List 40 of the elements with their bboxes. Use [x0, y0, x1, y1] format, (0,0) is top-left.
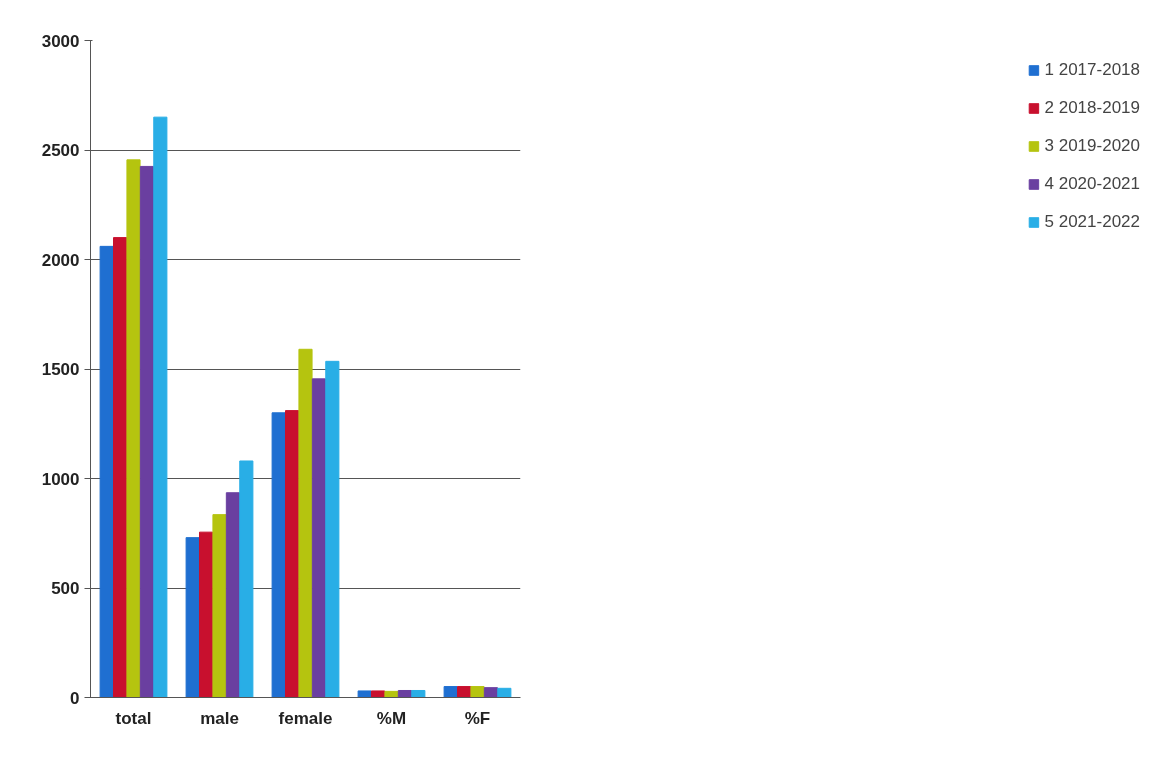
y-tick-label: 3000 [41, 31, 80, 51]
x-tick-label: female [278, 708, 333, 728]
x-tick-label: male [200, 708, 239, 728]
legend-label: 4 2020-2021 [1044, 174, 1140, 194]
legend-label: 1 2017-2018 [1044, 60, 1140, 80]
bar [113, 237, 128, 698]
bar [139, 165, 154, 698]
bar [271, 412, 286, 698]
x-tick-label: %F [464, 708, 491, 728]
y-tick-label: 1000 [41, 469, 80, 489]
bar [199, 531, 214, 698]
bar [470, 686, 485, 698]
bar [153, 116, 168, 698]
bar [212, 514, 227, 698]
x-tick-label: total [115, 708, 152, 728]
legend-label: 2 2018-2019 [1044, 98, 1140, 118]
bar [497, 687, 512, 698]
legend-label: 5 2021-2022 [1044, 212, 1140, 232]
x-tick-label: %M [376, 708, 407, 728]
bar [185, 537, 200, 698]
bar [371, 690, 386, 698]
bar [126, 159, 141, 698]
bar [285, 410, 300, 698]
y-tick-label: 0 [70, 688, 80, 708]
y-tick-label: 1500 [41, 360, 80, 379]
y-tick-label: 2500 [41, 141, 80, 160]
bar [483, 687, 498, 698]
bar [411, 689, 426, 698]
bar [99, 245, 114, 698]
bar [239, 460, 254, 698]
bar [384, 690, 399, 698]
y-tick-label: 500 [51, 579, 80, 598]
bar [325, 360, 340, 698]
bar [225, 492, 240, 698]
bar [311, 378, 326, 698]
bar [357, 690, 372, 698]
legend-label: 3 2019-2020 [1044, 136, 1140, 156]
y-tick-label: 2000 [41, 250, 80, 270]
bar [298, 348, 313, 698]
bar [443, 686, 458, 698]
